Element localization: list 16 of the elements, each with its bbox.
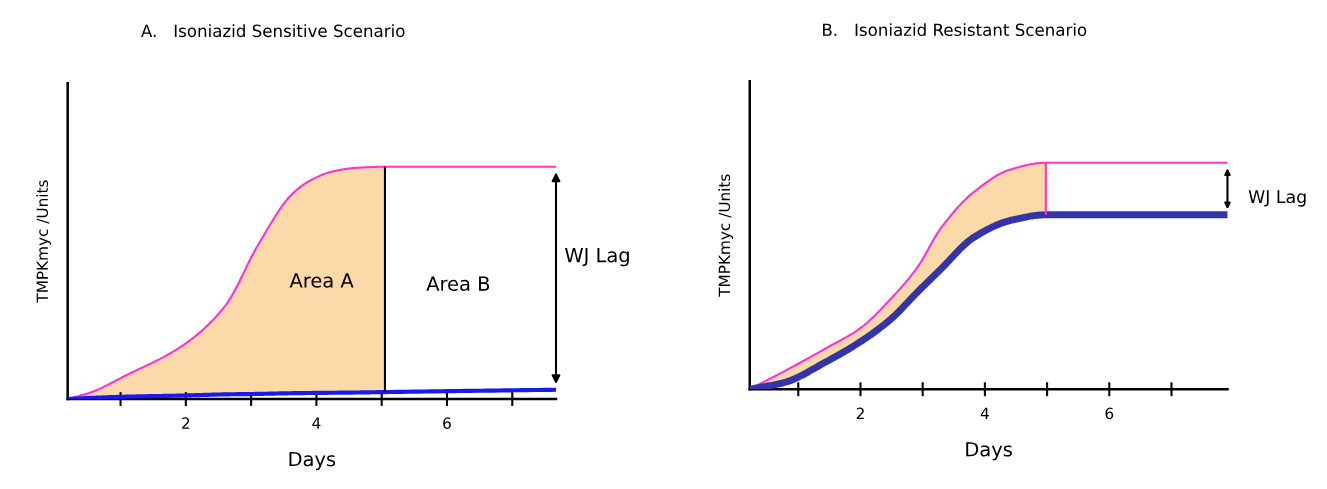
chart-title: B. Isoniazid Resistant Scenario	[823, 23, 1087, 37]
text: WJ Lag	[1248, 190, 1306, 207]
x-tick-label: 2	[182, 417, 190, 429]
y-axis-title: TMPKmyc /Units	[36, 180, 52, 303]
x-tick-label: 6	[443, 417, 451, 429]
annotation: Area B	[426, 276, 490, 291]
x-axis-title: Days	[289, 451, 336, 471]
chart-title: A. Isoniazid Sensitive Scenario	[141, 24, 405, 38]
x-axis-title: Days	[966, 442, 1012, 461]
y-axis-title: TMPKmyc /Units	[718, 174, 734, 297]
x-tick-label: 4	[980, 407, 989, 419]
x-tick-label: 2	[856, 407, 864, 419]
x-tick-label: 6	[1105, 407, 1114, 420]
text: WJ Lag	[565, 248, 629, 267]
annotation: Area A	[289, 273, 354, 288]
x-tick-label: 4	[312, 417, 321, 429]
